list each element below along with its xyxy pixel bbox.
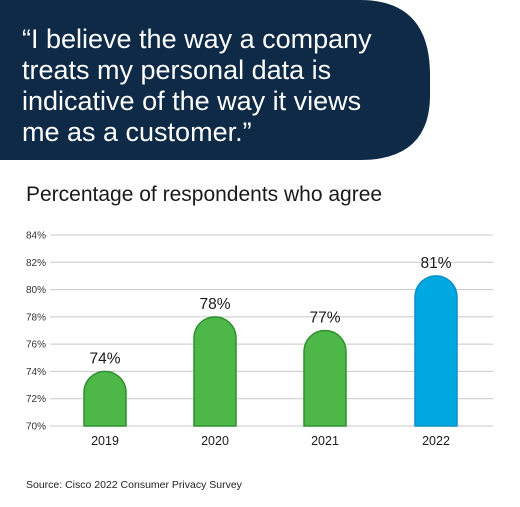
quote-banner-shape [0, 0, 430, 160]
y-tick-label: 82% [26, 258, 46, 269]
data-label: 78% [199, 296, 230, 313]
quote-text: “I believe the way a company treats my p… [22, 24, 372, 147]
data-label: 81% [420, 255, 451, 272]
x-tick-label: 2020 [201, 434, 229, 448]
y-tick-label: 70% [26, 422, 46, 433]
chart-title: Percentage of respondents who agree [26, 183, 383, 206]
data-label: 74% [89, 350, 120, 367]
bar [193, 316, 237, 427]
y-tick-label: 78% [26, 312, 46, 323]
source-note: Source: Cisco 2022 Consumer Privacy Surv… [26, 479, 242, 491]
quote-banner [0, 0, 430, 160]
bar [83, 370, 127, 427]
y-tick-label: 84% [26, 231, 46, 242]
bar [414, 275, 458, 427]
y-tick-label: 72% [26, 394, 46, 405]
y-tick-label: 80% [26, 285, 46, 296]
y-tick-label: 76% [26, 340, 46, 351]
data-label: 77% [309, 310, 340, 327]
bar [303, 329, 347, 427]
x-tick-label: 2019 [91, 434, 119, 448]
x-tick-label: 2022 [422, 434, 450, 448]
x-tick-label: 2021 [311, 434, 339, 448]
y-tick-label: 74% [26, 367, 46, 378]
